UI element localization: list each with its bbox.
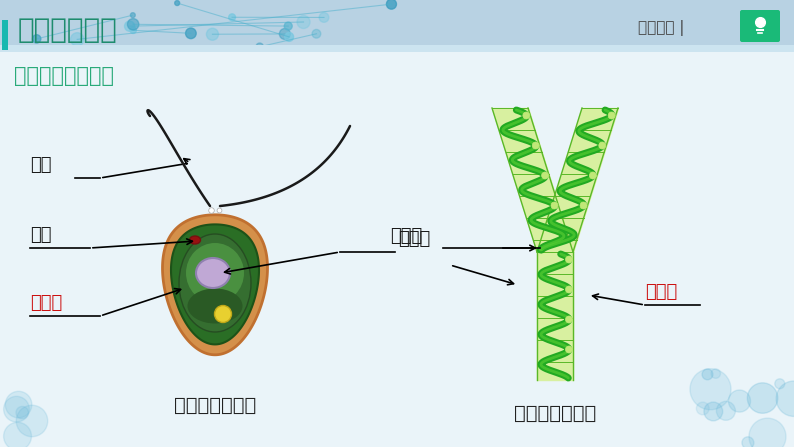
Circle shape — [256, 43, 264, 51]
Ellipse shape — [187, 288, 242, 324]
Ellipse shape — [214, 305, 232, 322]
Circle shape — [589, 172, 596, 179]
Circle shape — [33, 35, 40, 43]
Circle shape — [130, 13, 135, 17]
Circle shape — [16, 406, 29, 419]
Circle shape — [285, 33, 294, 41]
Ellipse shape — [179, 234, 251, 332]
Circle shape — [702, 369, 713, 380]
Text: 眼点: 眼点 — [30, 226, 52, 244]
Circle shape — [532, 142, 539, 149]
Circle shape — [279, 29, 291, 39]
Circle shape — [127, 19, 139, 30]
Circle shape — [4, 422, 32, 447]
Text: （二）形态、结构: （二）形态、结构 — [14, 66, 114, 86]
Circle shape — [565, 316, 572, 323]
Circle shape — [599, 142, 606, 149]
Circle shape — [229, 14, 236, 21]
Circle shape — [742, 437, 754, 447]
Circle shape — [580, 202, 587, 209]
Text: 探究新知 |: 探究新知 | — [638, 20, 684, 36]
Circle shape — [711, 369, 720, 378]
Text: 细胞核: 细胞核 — [390, 227, 422, 245]
Text: 水绵（多细胞）: 水绵（多细胞） — [514, 404, 596, 422]
Circle shape — [125, 21, 135, 31]
Circle shape — [749, 418, 786, 447]
Polygon shape — [171, 224, 259, 344]
Circle shape — [728, 390, 750, 412]
Circle shape — [71, 33, 84, 46]
Circle shape — [522, 112, 530, 119]
FancyBboxPatch shape — [0, 52, 794, 447]
Circle shape — [704, 402, 723, 421]
Circle shape — [312, 30, 321, 38]
Circle shape — [175, 0, 179, 5]
Text: 叶绿体: 叶绿体 — [30, 294, 62, 312]
Circle shape — [716, 401, 735, 420]
Text: 黭毛: 黭毛 — [30, 156, 52, 174]
Circle shape — [16, 405, 48, 437]
Text: 一、藻类植物: 一、藻类植物 — [18, 16, 118, 44]
Circle shape — [297, 16, 310, 29]
Circle shape — [206, 28, 218, 40]
Circle shape — [747, 383, 778, 413]
Ellipse shape — [190, 236, 201, 244]
Ellipse shape — [196, 258, 230, 288]
Circle shape — [130, 27, 137, 34]
FancyBboxPatch shape — [0, 45, 794, 52]
Ellipse shape — [186, 243, 244, 303]
Circle shape — [6, 391, 32, 418]
Text: 细胞核: 细胞核 — [398, 230, 430, 248]
Circle shape — [319, 13, 329, 22]
Circle shape — [565, 256, 572, 263]
Polygon shape — [163, 215, 268, 355]
FancyBboxPatch shape — [740, 10, 780, 42]
Text: 衣藻（单细胞）: 衣藻（单细胞） — [174, 396, 256, 414]
Circle shape — [565, 346, 572, 353]
FancyBboxPatch shape — [0, 0, 794, 52]
FancyBboxPatch shape — [2, 20, 8, 50]
Circle shape — [4, 396, 29, 422]
Circle shape — [186, 28, 196, 38]
Circle shape — [551, 202, 558, 209]
Circle shape — [387, 0, 396, 9]
Text: 叶绿体: 叶绿体 — [645, 283, 677, 301]
Circle shape — [777, 381, 794, 417]
Circle shape — [542, 172, 549, 179]
Circle shape — [690, 369, 731, 410]
Circle shape — [565, 286, 572, 293]
Circle shape — [284, 22, 292, 30]
Circle shape — [775, 379, 784, 389]
Circle shape — [696, 402, 709, 415]
Circle shape — [608, 112, 615, 119]
